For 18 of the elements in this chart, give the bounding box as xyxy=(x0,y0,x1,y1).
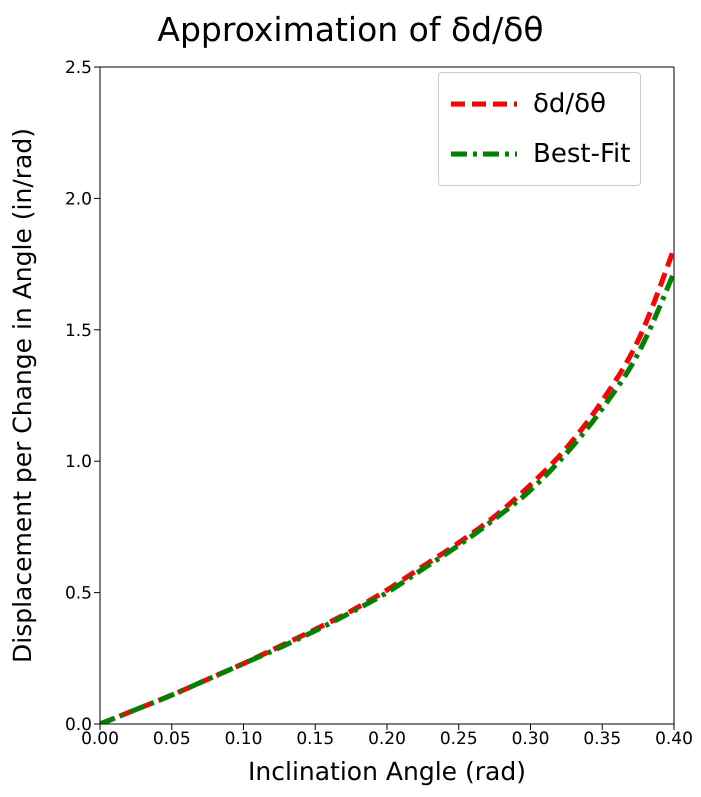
y-tick-label: 1.0 xyxy=(64,452,92,472)
y-axis-title: Displacement per Change in Angle (in/rad) xyxy=(8,128,37,663)
x-tick-label: 0.15 xyxy=(296,729,334,750)
y-tick-label: 2.0 xyxy=(64,189,92,210)
x-tick-label: 0.10 xyxy=(224,729,262,750)
chart-title: Approximation of δd/δθ xyxy=(156,9,545,51)
y-tick-label: 1.5 xyxy=(64,320,92,341)
x-axis-title: Inclination Angle (rad) xyxy=(248,757,526,786)
x-tick-label: 0.20 xyxy=(368,729,406,750)
y-tick-label: 2.5 xyxy=(64,58,92,78)
x-tick-label: 0.30 xyxy=(512,729,550,750)
y-tick-label: 0.5 xyxy=(64,584,92,604)
x-tick-label: 0.05 xyxy=(152,729,191,750)
x-tick-label: 0.25 xyxy=(440,729,478,750)
x-tick-label: 0.40 xyxy=(655,729,693,750)
legend-label: δd/δθ xyxy=(533,89,606,119)
legend-label: Best-Fit xyxy=(533,139,630,169)
x-tick-label: 0.35 xyxy=(583,729,622,750)
